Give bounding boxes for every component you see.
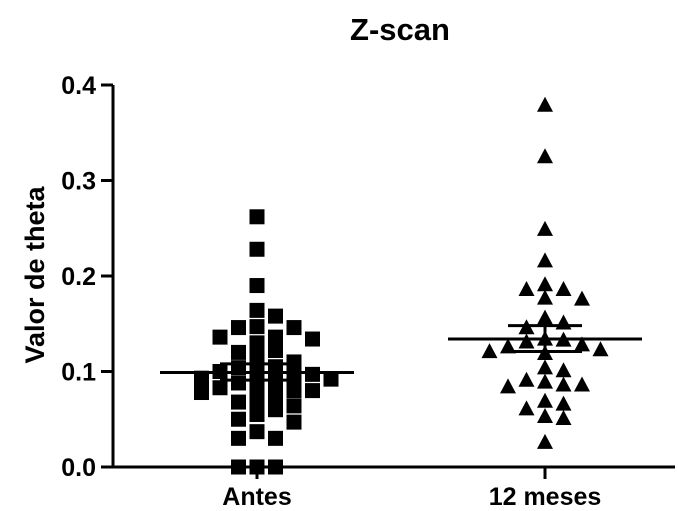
square-point bbox=[249, 335, 265, 351]
triangle-point bbox=[592, 341, 609, 357]
square-point bbox=[268, 459, 283, 475]
triangle-point bbox=[537, 359, 553, 375]
triangle-point bbox=[537, 433, 553, 449]
triangle-point bbox=[518, 281, 535, 297]
mean-sem-bars bbox=[160, 324, 642, 382]
square-point bbox=[249, 302, 265, 318]
square-point bbox=[268, 430, 283, 446]
triangle-point bbox=[537, 220, 553, 236]
square-point bbox=[231, 375, 246, 391]
square-point bbox=[212, 380, 228, 396]
square-point bbox=[231, 430, 246, 446]
square-point bbox=[286, 354, 302, 370]
triangle-point bbox=[555, 314, 572, 330]
square-point bbox=[231, 394, 246, 410]
triangle-point bbox=[537, 309, 553, 325]
triangle-point bbox=[537, 96, 553, 112]
square-point bbox=[212, 329, 228, 345]
triangle-point bbox=[574, 336, 590, 352]
square-point bbox=[249, 406, 265, 422]
square-point bbox=[268, 387, 283, 403]
square-point bbox=[249, 424, 265, 440]
triangle-point bbox=[481, 343, 498, 359]
square-point bbox=[249, 278, 265, 294]
square-point bbox=[231, 459, 246, 475]
square-point bbox=[323, 371, 339, 387]
square-point bbox=[268, 308, 283, 324]
triangle-point bbox=[555, 362, 572, 378]
square-point bbox=[268, 342, 283, 358]
square-point bbox=[249, 459, 265, 475]
triangle-point bbox=[518, 371, 535, 387]
triangle-point bbox=[537, 252, 553, 268]
y-axis-label: Valor de theta bbox=[20, 185, 50, 363]
triangle-point bbox=[500, 338, 516, 354]
y-tick-label: 0.3 bbox=[61, 168, 96, 196]
y-tick-label: 0.4 bbox=[61, 72, 96, 100]
square-point bbox=[249, 209, 265, 225]
triangle-point bbox=[537, 373, 553, 389]
square-point bbox=[286, 383, 302, 399]
square-point bbox=[268, 329, 283, 345]
square-point bbox=[286, 398, 302, 414]
triangle-point bbox=[555, 281, 572, 297]
square-point bbox=[268, 402, 283, 418]
square-point bbox=[194, 385, 209, 401]
triangle-point bbox=[574, 376, 590, 392]
triangle-point bbox=[537, 276, 553, 292]
y-tick-label: 0.0 bbox=[61, 454, 96, 482]
square-point bbox=[305, 366, 320, 382]
square-point bbox=[194, 370, 209, 386]
square-point bbox=[249, 241, 265, 257]
triangle-point bbox=[537, 148, 553, 164]
data-points bbox=[194, 96, 609, 475]
square-point bbox=[249, 349, 265, 365]
square-point bbox=[249, 319, 265, 335]
y-tick-label: 0.2 bbox=[61, 263, 96, 291]
y-tick-label: 0.1 bbox=[61, 359, 96, 387]
triangle-point bbox=[555, 409, 572, 425]
triangle-point bbox=[537, 289, 553, 305]
triangle-point bbox=[500, 378, 516, 394]
square-point bbox=[305, 383, 320, 399]
square-point bbox=[231, 320, 246, 336]
square-point bbox=[286, 320, 302, 336]
triangle-point bbox=[518, 333, 535, 349]
square-point bbox=[305, 331, 320, 347]
square-point bbox=[249, 392, 265, 408]
triangle-point bbox=[555, 376, 572, 392]
triangle-point bbox=[574, 290, 590, 306]
x-tick-label: Antes bbox=[222, 483, 291, 511]
square-point bbox=[231, 411, 246, 427]
square-point bbox=[231, 344, 246, 360]
x-tick-label: 12 meses bbox=[489, 483, 602, 511]
square-point bbox=[286, 414, 302, 430]
triangle-point bbox=[518, 400, 535, 416]
triangle-point bbox=[537, 408, 553, 424]
chart-title: Z-scan bbox=[350, 12, 450, 47]
square-point bbox=[249, 378, 265, 394]
triangle-point bbox=[537, 392, 553, 408]
axes: 0.0 0.1 0.2 0.3 0.4 Antes 12 meses bbox=[61, 72, 675, 511]
triangle-point bbox=[555, 395, 572, 411]
